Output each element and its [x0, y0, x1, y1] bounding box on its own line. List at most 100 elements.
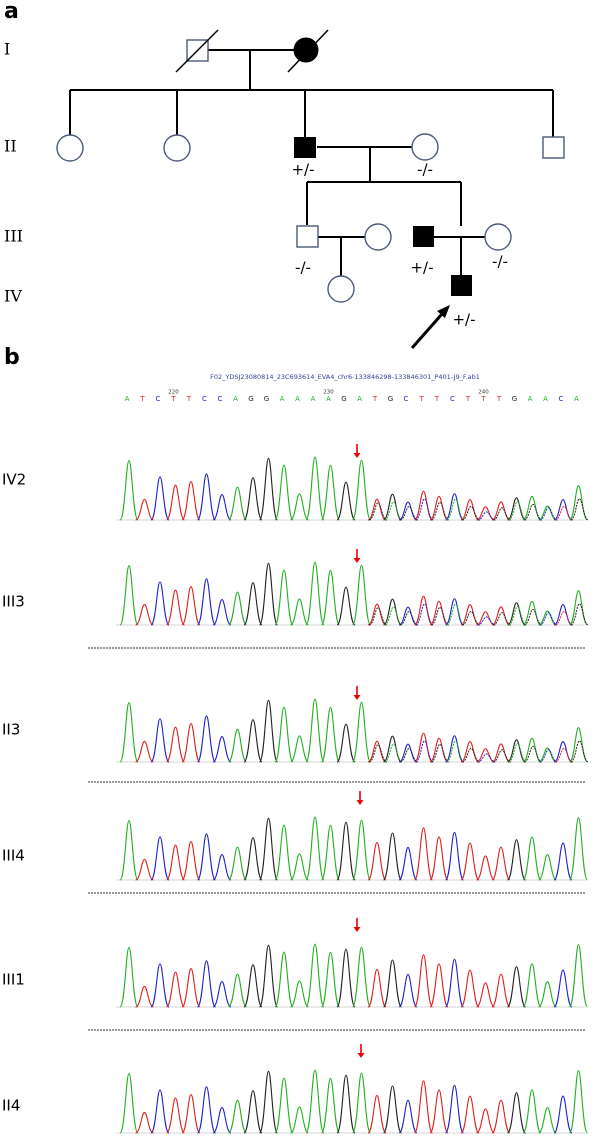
- sample-label: III3: [2, 593, 25, 611]
- peak: [212, 853, 232, 881]
- peak: [554, 505, 574, 521]
- peak: [150, 581, 170, 626]
- base-letter: T: [496, 395, 502, 403]
- peak: [398, 606, 418, 626]
- peak: [336, 586, 356, 626]
- peak: [444, 1084, 465, 1134]
- base-letter: A: [233, 395, 238, 403]
- peak: [290, 980, 309, 1008]
- peak: [492, 749, 512, 763]
- peak: [491, 846, 511, 881]
- peak: [460, 969, 480, 1008]
- peak: [367, 968, 387, 1008]
- peak: [227, 591, 248, 626]
- pedigree: [56, 29, 565, 349]
- peak: [305, 1069, 325, 1134]
- base-letter: A: [543, 395, 548, 403]
- base-letter: G: [264, 395, 269, 403]
- peak: [476, 506, 495, 521]
- peak: [181, 841, 201, 881]
- peak: [399, 747, 419, 763]
- base-letter: A: [357, 395, 362, 403]
- sample-label: IV2: [2, 471, 26, 489]
- peak: [522, 600, 542, 626]
- peak: [320, 951, 341, 1008]
- base-letter: C: [450, 395, 455, 403]
- peak: [430, 606, 450, 626]
- base-letter: G: [388, 395, 393, 403]
- peak: [382, 959, 403, 1008]
- peak: [119, 1072, 139, 1134]
- peak: [274, 1077, 294, 1134]
- peak: [320, 706, 341, 763]
- peak: [336, 481, 356, 521]
- peak: [227, 973, 248, 1008]
- peak: [445, 735, 464, 763]
- peak: [243, 837, 263, 881]
- peak: [258, 944, 279, 1008]
- peak: [196, 960, 217, 1008]
- base-letter: A: [574, 395, 579, 403]
- peak: [165, 589, 186, 626]
- peak: [445, 493, 464, 521]
- genotype: -/-: [492, 253, 508, 271]
- peak: [476, 982, 495, 1008]
- peak: [553, 842, 573, 881]
- base-letter: T: [418, 395, 424, 403]
- peak: [351, 701, 372, 763]
- mutation-arrow-head: [353, 695, 361, 700]
- peak: [538, 505, 557, 521]
- chromatograms: IV2 III3 II3 III4 III1 II4: [2, 444, 589, 1134]
- genotype: +/-: [452, 311, 475, 329]
- sample-label: II4: [2, 1097, 20, 1115]
- peak: [568, 485, 589, 521]
- peak: [491, 606, 511, 626]
- peak: [477, 753, 496, 763]
- peak: [258, 562, 279, 626]
- peak: [539, 749, 558, 763]
- peak: [429, 600, 449, 626]
- peak: [429, 495, 449, 521]
- peak: [446, 498, 465, 521]
- peak: [553, 1095, 573, 1134]
- peak: [181, 723, 201, 763]
- base-letter: A: [326, 395, 331, 403]
- peak: [522, 737, 542, 763]
- peak: [414, 732, 433, 763]
- peak: [274, 824, 294, 881]
- peak: [429, 836, 449, 881]
- peak: [477, 511, 496, 521]
- peak: [477, 616, 496, 626]
- peak: [135, 603, 154, 626]
- base-letter: C: [202, 395, 207, 403]
- peak: [135, 740, 154, 763]
- peak: [181, 586, 201, 626]
- peak: [553, 741, 573, 763]
- peak: [367, 740, 387, 763]
- peak: [491, 501, 511, 521]
- peak: [227, 846, 248, 881]
- peak: [522, 1089, 542, 1134]
- peak: [538, 981, 557, 1008]
- genotype: +/-: [291, 161, 314, 179]
- peak: [553, 604, 573, 626]
- peak: [398, 846, 418, 881]
- peak: [320, 824, 341, 881]
- base-letter: A: [280, 395, 285, 403]
- peak: [399, 610, 419, 626]
- peak: [460, 842, 480, 881]
- peak: [570, 603, 589, 626]
- peak: [351, 459, 372, 521]
- peak: [382, 1085, 403, 1134]
- peak: [367, 841, 387, 881]
- peak: [444, 958, 465, 1008]
- peak: [290, 735, 309, 763]
- peak: [119, 819, 139, 881]
- peak: [367, 498, 387, 521]
- panel-label: a: [4, 0, 19, 24]
- peak: [554, 747, 574, 763]
- peak: [351, 819, 372, 881]
- peak: [305, 456, 325, 521]
- base-letter: T: [434, 395, 440, 403]
- peak: [150, 476, 170, 521]
